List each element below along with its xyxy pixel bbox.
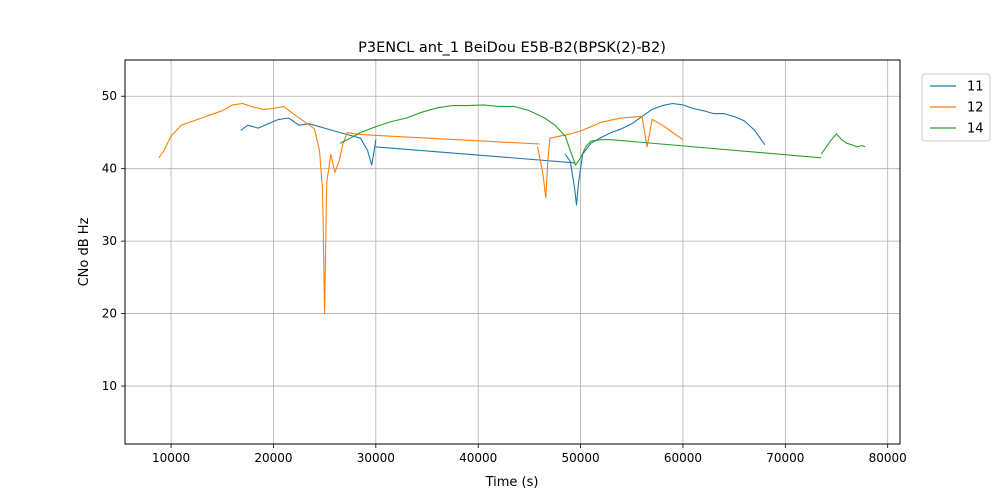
- y-tick-label: 10: [102, 379, 117, 393]
- series-12-line: [537, 115, 684, 199]
- y-axis-ticks: 10 20 30 40 50: [102, 89, 125, 393]
- x-axis-label: Time (s): [485, 475, 539, 490]
- chart-title: P3ENCL ant_1 BeiDou E5B-B2(BPSK(2)-B2): [358, 40, 666, 56]
- x-tick-label: 60000: [664, 451, 702, 465]
- series-11-line: [564, 102, 766, 206]
- grid: [125, 60, 900, 444]
- series-14-line: [611, 139, 822, 159]
- x-tick-label: 30000: [357, 451, 395, 465]
- x-tick-label: 50000: [561, 451, 599, 465]
- series-12-line: [158, 102, 376, 315]
- plot-frame: [124, 59, 901, 445]
- legend-label-11: 11: [967, 80, 984, 95]
- y-tick-label: 50: [102, 89, 117, 103]
- y-axis-label: CNo dB Hz: [77, 217, 92, 286]
- x-tick-label: 80000: [869, 451, 907, 465]
- legend-label-12: 12: [967, 101, 984, 116]
- y-tick-label: 30: [102, 234, 117, 248]
- y-tick-label: 40: [102, 162, 117, 176]
- x-tick-label: 10000: [152, 451, 190, 465]
- x-tick-label: 40000: [459, 451, 497, 465]
- x-tick-label: 70000: [766, 451, 804, 465]
- series-11-line: [240, 117, 377, 166]
- series-12-line: [375, 134, 540, 145]
- series-11-line: [375, 146, 576, 164]
- legend-label-14: 14: [967, 122, 984, 137]
- series-lines: [158, 102, 866, 315]
- x-tick-label: 20000: [254, 451, 292, 465]
- series-14-line: [339, 104, 612, 166]
- x-axis-ticks: 10000 20000 30000 40000 50000 60000 70000 80000: [152, 444, 907, 465]
- series-14-line: [820, 133, 866, 155]
- y-tick-label: 20: [102, 307, 117, 321]
- legend: 11 12 14: [921, 73, 991, 142]
